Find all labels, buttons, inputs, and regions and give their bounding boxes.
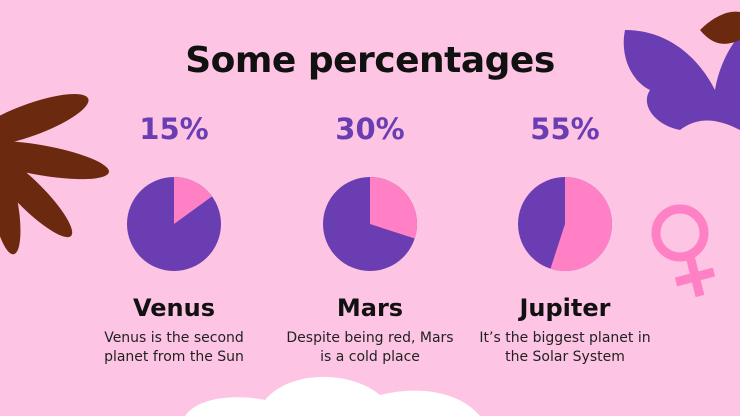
- value-label: 55%: [530, 112, 600, 146]
- slide-title: Some percentages: [185, 40, 555, 81]
- value-label: 15%: [139, 112, 209, 146]
- pie-slice: [550, 177, 612, 271]
- pie-title: Mars: [336, 294, 404, 322]
- pie-description: It’s the biggest planet in the Solar Sys…: [479, 330, 651, 365]
- flower-decoration: [623, 11, 740, 130]
- venus-symbol: [651, 204, 716, 298]
- pie-title: Venus: [133, 294, 215, 322]
- pies: [127, 177, 612, 271]
- pie-description: Despite being red, Mars is a cold place: [286, 330, 454, 365]
- pie-slice: [370, 177, 417, 239]
- leaf-decoration: [0, 94, 109, 255]
- pie-title: Jupiter: [519, 294, 611, 322]
- pie-description: Venus is the second planet from the Sun: [104, 330, 244, 365]
- cloud-decoration: [185, 376, 480, 416]
- pie-slice: [174, 177, 213, 224]
- value-label: 30%: [335, 112, 405, 146]
